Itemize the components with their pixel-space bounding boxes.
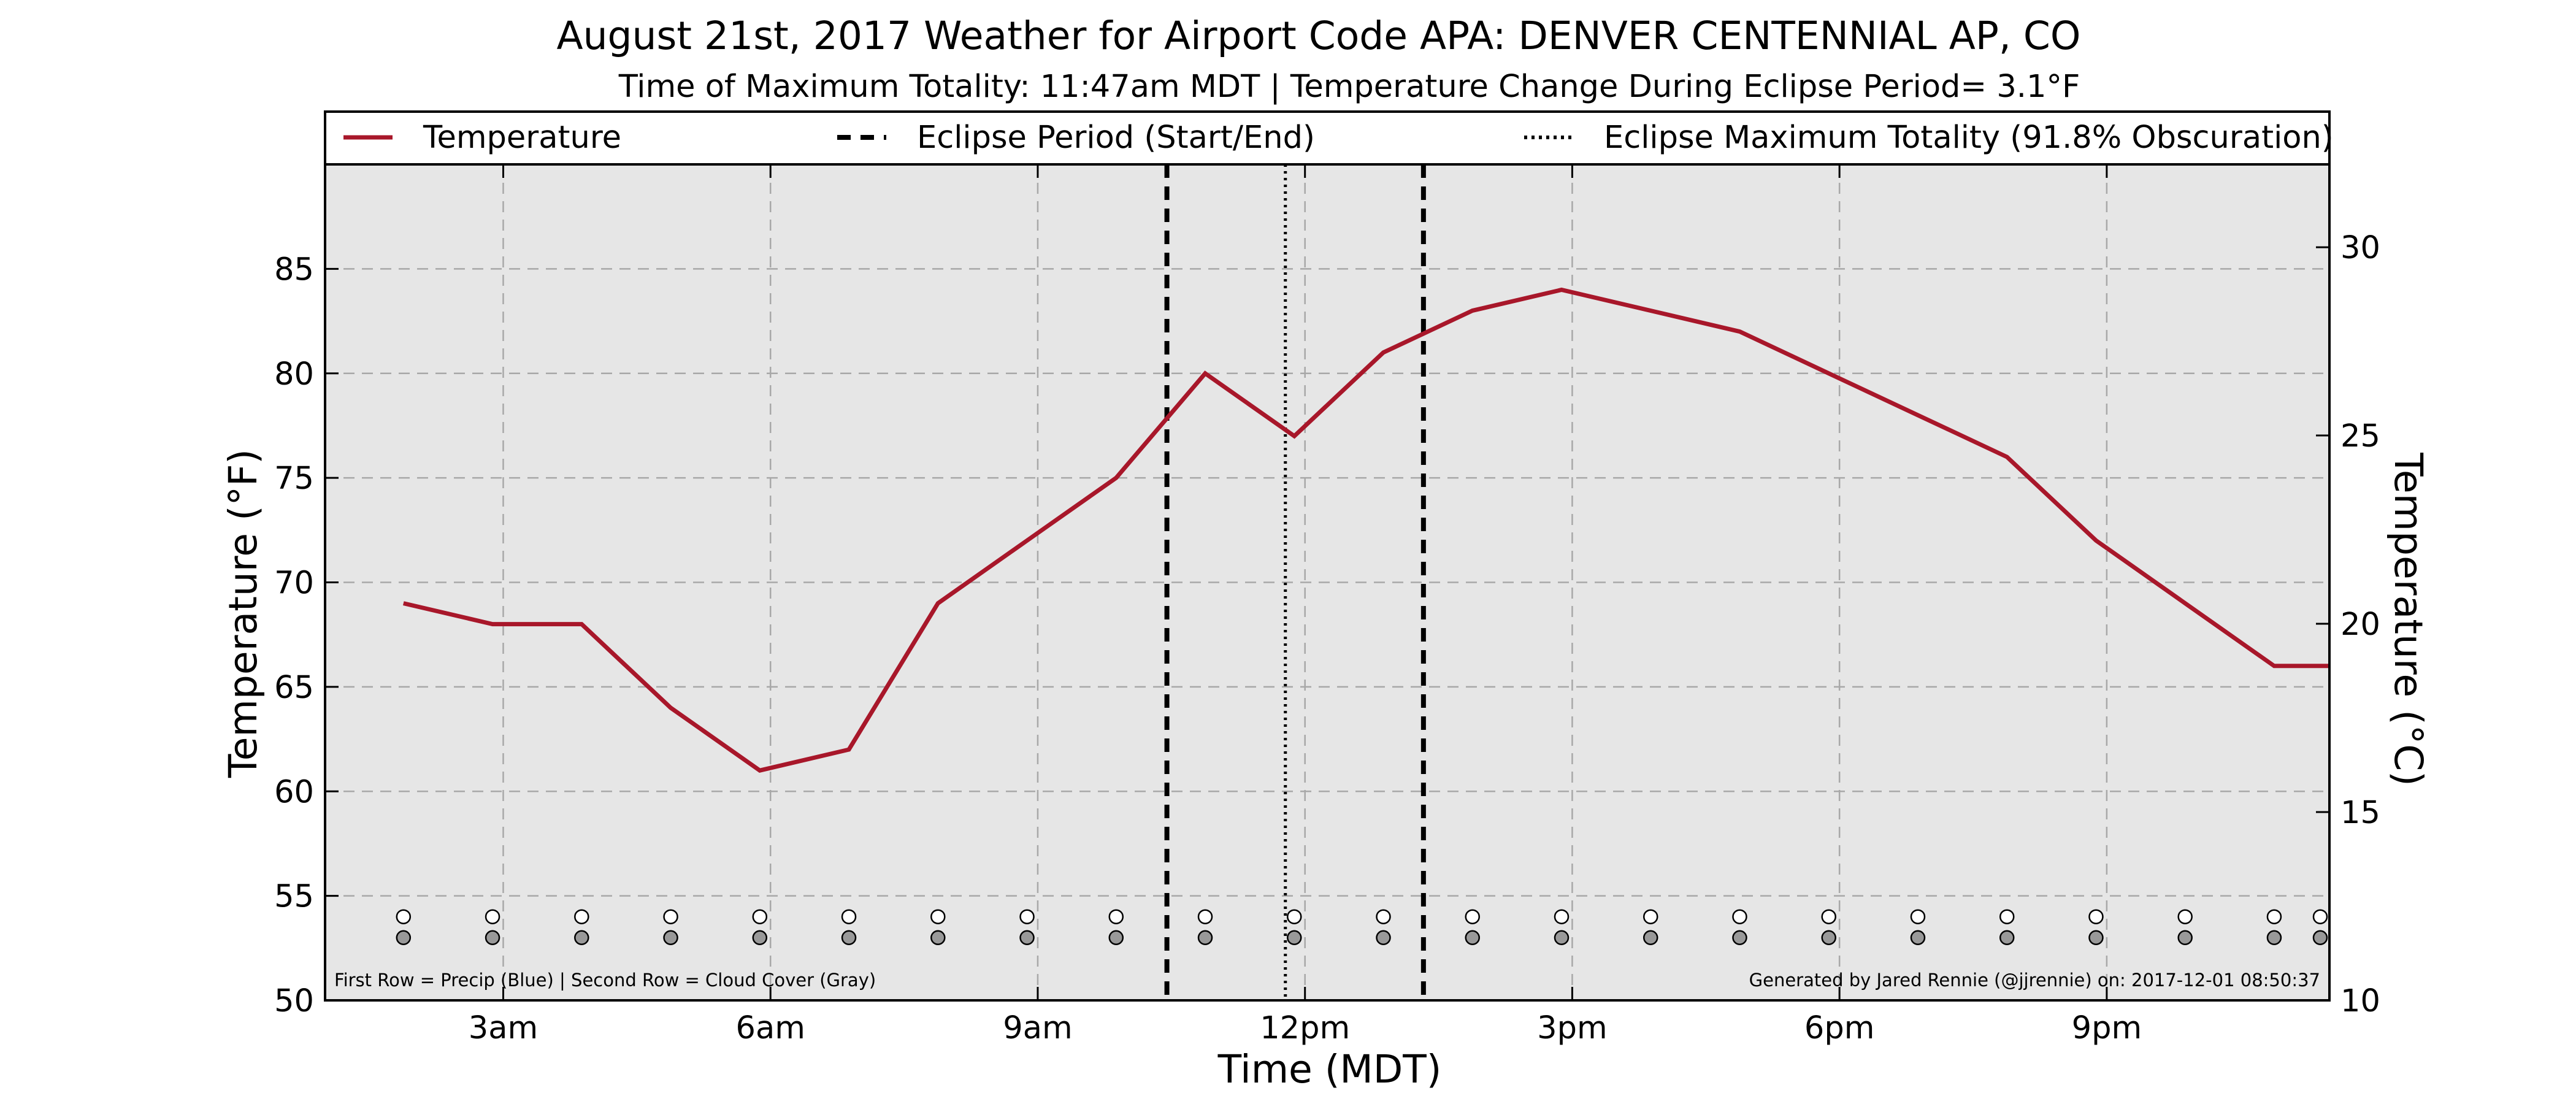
precip-dot [1197, 909, 1213, 924]
precip-dot [1821, 909, 1836, 924]
y-right-tick-label: 10 [2340, 983, 2380, 1019]
cloud-cover-dot [396, 930, 412, 946]
y-right-tick-label: 15 [2340, 795, 2380, 831]
y-tick-label: 80 [274, 356, 314, 393]
cloud-cover-dot [1554, 930, 1570, 946]
precip-dot [1376, 909, 1391, 924]
precip-dot [2088, 909, 2104, 924]
precip-dot [1465, 909, 1480, 924]
cloud-cover-dot [1732, 930, 1747, 946]
y-axis-right-ticks: 10 15 20 25 30 [2316, 230, 2380, 1019]
cloud-cover-dot [752, 930, 768, 946]
y-tick-label: 55 [274, 879, 314, 915]
legend-label-temperature: Temperature [423, 120, 621, 156]
cloud-cover-dot [841, 930, 857, 946]
y-tick-label: 60 [274, 774, 314, 810]
precip-dot [1999, 909, 2015, 924]
cloud-cover-dot [1108, 930, 1124, 946]
precip-dot [574, 909, 589, 924]
series-line-temperature [403, 287, 2328, 773]
legend-box [324, 110, 2331, 166]
y-axis-label: Temperature (°F) [221, 449, 266, 778]
y-tick-label: 65 [274, 670, 314, 706]
cloud-cover-dot [1376, 930, 1391, 946]
y-right-tick-label: 30 [2340, 230, 2380, 266]
precip-dot [2177, 909, 2193, 924]
legend-label-eclipse-max: Eclipse Maximum Totality (91.8% Obscurat… [1604, 120, 2334, 156]
y-tick-label: 75 [274, 461, 314, 497]
precip-dot [1019, 909, 1035, 924]
precip-dot [1554, 909, 1570, 924]
y-right-tick-label: 25 [2340, 418, 2380, 454]
y-tick-label: 50 [274, 983, 314, 1019]
legend: Temperature Eclipse Period (Start/End) E… [324, 110, 2334, 166]
indicator-dots [396, 909, 2328, 946]
precip-dot [485, 909, 500, 924]
precip-dot [2266, 909, 2282, 924]
chart-subtitle: Time of Maximum Totality: 11:47am MDT | … [618, 69, 2080, 105]
cloud-cover-dot [485, 930, 500, 946]
cloud-cover-dot [1019, 930, 1035, 946]
cloud-cover-dot [930, 930, 946, 946]
cloud-cover-dot [1465, 930, 1480, 946]
cloud-cover-dot [663, 930, 678, 946]
x-tick-label: 12pm [1260, 1010, 1350, 1046]
x-tick-label: 9am [1003, 1010, 1072, 1046]
cloud-cover-dot [1287, 930, 1302, 946]
chart-title: August 21st, 2017 Weather for Airport Co… [557, 13, 2081, 58]
cloud-cover-dot [2266, 930, 2282, 946]
precip-dot [1108, 909, 1124, 924]
x-tick-label: 6pm [1804, 1010, 1875, 1046]
x-tick-label: 3pm [1537, 1010, 1608, 1046]
precip-dot [841, 909, 857, 924]
legend-label-eclipse-period: Eclipse Period (Start/End) [917, 120, 1315, 156]
precip-dot [1287, 909, 1302, 924]
series-group [403, 287, 2328, 773]
eclipse-lines [1164, 164, 1426, 1000]
y-tick-label: 70 [274, 565, 314, 602]
x-axis-label: Time (MDT) [1217, 1047, 1442, 1092]
precip-dot [396, 909, 412, 924]
x-axis-ticks: 3am 6am 9am 12pm 3pm 6pm 9pm [469, 164, 2142, 1046]
x-tick-label: 3am [469, 1010, 538, 1046]
cloud-cover-dot [2088, 930, 2104, 946]
x-tick-label: 9pm [2072, 1010, 2142, 1046]
precip-dot [1732, 909, 1747, 924]
cloud-cover-dot [1643, 930, 1658, 946]
cloud-cover-dot [1197, 930, 1213, 946]
cloud-cover-dot [1821, 930, 1836, 946]
precip-dot [1643, 909, 1658, 924]
y-axis-ticks: 50 55 60 65 70 75 80 85 [274, 251, 339, 1019]
footnote-right: Generated by Jared Rennie (@jjrennie) on… [1749, 970, 2320, 991]
cloud-cover-dot [2177, 930, 2193, 946]
cloud-cover-dot [2312, 930, 2328, 946]
precip-dot [930, 909, 946, 924]
precip-dot [663, 909, 678, 924]
precip-dot [752, 909, 768, 924]
y-tick-label: 85 [274, 251, 314, 288]
cloud-cover-dot [1999, 930, 2015, 946]
precip-dot [2312, 909, 2328, 924]
precip-dot [1910, 909, 1926, 924]
cloud-cover-dot [574, 930, 589, 946]
y-axis-label-right: Temperature (°C) [2386, 452, 2431, 786]
x-tick-label: 6am [736, 1010, 805, 1046]
cloud-cover-dot [1910, 930, 1926, 946]
footnote-left: First Row = Precip (Blue) | Second Row =… [334, 970, 876, 991]
y-right-tick-label: 20 [2340, 607, 2380, 643]
